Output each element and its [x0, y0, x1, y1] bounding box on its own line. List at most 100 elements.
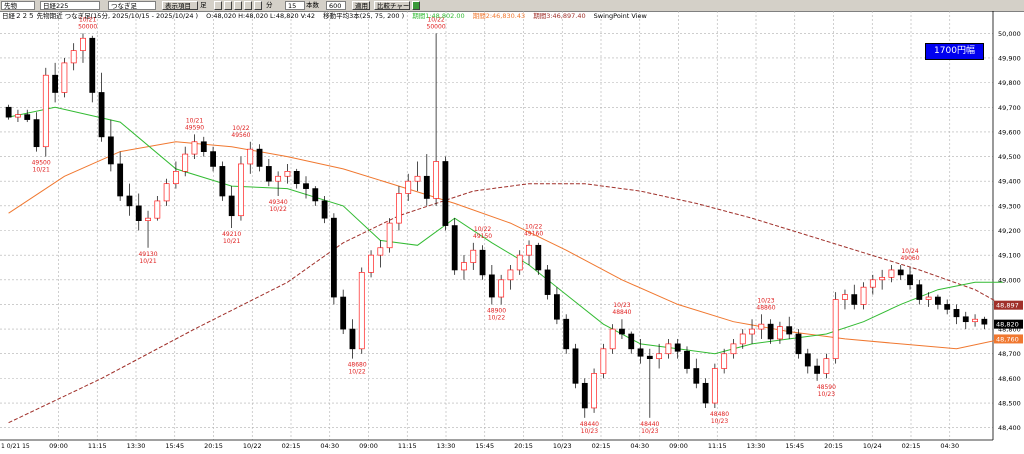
ma-long-path: [8, 183, 1004, 424]
swing-label: 48440: [640, 421, 659, 428]
ma-long-line: [8, 183, 1004, 424]
candle-body: [358, 272, 365, 350]
swing-label: 10/21: [79, 16, 96, 23]
candle-body: [423, 175, 430, 199]
ma-mid-line: [8, 141, 1004, 350]
candle-body: [470, 249, 477, 263]
swing-label: 49560: [231, 132, 250, 139]
x-tick-label: 11:15: [708, 442, 727, 450]
swing-label: 10/23: [613, 302, 630, 309]
swing-label: 10/21: [223, 238, 240, 245]
candlestick-chart: 48,40048,50048,60048,70048,80048,90049,0…: [0, 11, 1023, 450]
candle-body: [925, 296, 932, 300]
count-label: 本数: [306, 1, 319, 9]
candle-body: [303, 183, 309, 189]
candle-body: [628, 333, 635, 350]
chart-icon-1[interactable]: [214, 1, 222, 10]
swing-label: 48860: [756, 304, 775, 311]
chart-icon-3[interactable]: [234, 1, 242, 10]
export-icon[interactable]: [412, 1, 420, 10]
swing-label: 10/21: [139, 258, 156, 265]
candle-body: [461, 262, 467, 271]
candle-body: [117, 163, 124, 197]
swing-label: 10/22: [474, 226, 491, 233]
x-tick-label: 10/23: [553, 442, 572, 450]
price-tags: 48,820 48,897 48,760: [994, 300, 1023, 344]
ma-short-line: [8, 106, 1003, 355]
candle-body: [293, 170, 300, 185]
mode-select[interactable]: つなぎ足: [108, 1, 156, 10]
y-tick-label: 49,500: [998, 153, 1021, 161]
instrument-select[interactable]: 先物: [1, 1, 35, 10]
candle-body: [377, 247, 384, 256]
y-tick-label: 49,400: [998, 178, 1021, 186]
chart-icon-5[interactable]: [254, 1, 262, 10]
candle-body: [591, 373, 597, 409]
candle-body: [191, 141, 198, 155]
candle-body: [33, 119, 40, 148]
swing-label: 49160: [524, 230, 543, 237]
candle-body: [814, 365, 820, 374]
candle-body: [414, 175, 421, 182]
candle-body: [126, 195, 133, 207]
x-tick-label: 20:15: [514, 442, 533, 450]
y-tick-label: 48,700: [998, 350, 1021, 358]
ma-mid-price-tag: 48,760: [996, 335, 1019, 343]
swing-label: 10/22: [269, 206, 286, 213]
x-axis: 1 0/21 15 09:00 11:15 13:30 15:45 20:15 10/22 0…: [0, 439, 993, 450]
candle-body: [730, 343, 737, 355]
x-tick-label: 09:00: [669, 442, 688, 450]
y-tick-label: 50,000: [998, 30, 1021, 38]
x-tick-label: 13:30: [127, 442, 146, 450]
candle-body: [24, 114, 31, 120]
swing-label: 50000: [78, 23, 97, 30]
candle-body: [869, 279, 876, 288]
minutes-input[interactable]: 15: [285, 1, 305, 10]
swing-label: 10/22: [348, 369, 365, 376]
y-tick-label: 48,400: [998, 424, 1021, 432]
candle-body: [888, 269, 895, 278]
candle-body: [340, 296, 347, 330]
x-tick-label: 04:30: [320, 442, 339, 450]
candle-body: [674, 343, 681, 352]
chart-icon-2[interactable]: [224, 1, 232, 10]
swing-annotations: 10/21500004950010/2110/21495904913010/21…: [32, 16, 920, 434]
count-input[interactable]: 600: [326, 1, 346, 10]
candle-body: [396, 193, 402, 224]
candle-body: [5, 106, 12, 118]
candle-body: [739, 333, 746, 345]
candle-body: [795, 333, 802, 355]
y-tick-label: 49,700: [998, 104, 1021, 112]
symbol-select[interactable]: 日経225: [40, 1, 100, 10]
candle-body: [526, 244, 532, 256]
swing-label: 10/22: [232, 125, 249, 132]
chart-icon-4[interactable]: [244, 1, 252, 10]
swing-label: 48840: [612, 309, 631, 316]
candle-body: [498, 279, 505, 298]
candle-body: [758, 323, 765, 330]
x-tick-label: 09:00: [359, 442, 378, 450]
period-label: 分: [266, 1, 273, 9]
y-tick-label: 49,200: [998, 227, 1021, 235]
candle-body: [80, 37, 86, 51]
y-tick-label: 48,600: [998, 375, 1021, 383]
x-tick-label: 13:30: [437, 442, 456, 450]
candle-body: [135, 205, 142, 221]
candle-body: [405, 180, 412, 194]
x-tick-label: 02:15: [592, 442, 611, 450]
x-tick-label: 11:15: [398, 442, 417, 450]
display-items-button[interactable]: 表示項目: [162, 1, 198, 10]
swing-label: 48590: [817, 384, 836, 391]
candle-body: [219, 166, 226, 197]
compare-chart-button[interactable]: 比較チャート: [374, 1, 410, 10]
apply-button[interactable]: 適用: [352, 1, 370, 10]
candle-body: [581, 382, 588, 409]
candle-body: [98, 92, 105, 138]
candle-body: [321, 200, 328, 219]
candle-body: [953, 309, 960, 318]
y-tick-label: 49,300: [998, 202, 1021, 210]
candle-body: [70, 50, 77, 64]
x-tick-label: 02:15: [282, 442, 301, 450]
swing-label: 49150: [473, 233, 492, 240]
candle-body: [916, 284, 923, 300]
